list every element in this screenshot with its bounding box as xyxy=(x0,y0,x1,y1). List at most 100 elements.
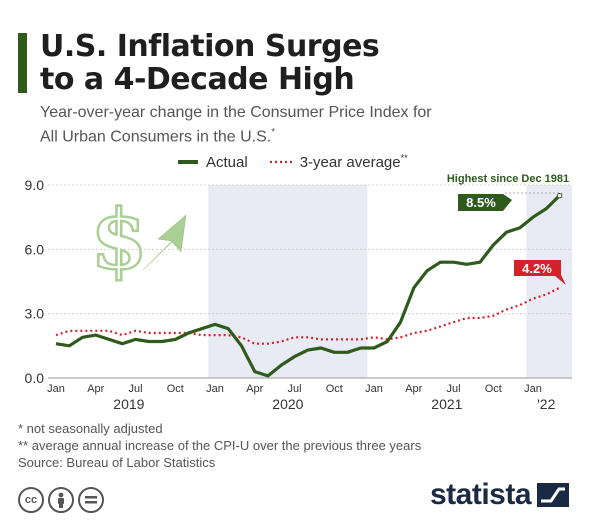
point-average xyxy=(267,342,269,344)
point-actual xyxy=(505,231,507,233)
point-actual xyxy=(439,261,441,263)
point-average xyxy=(95,330,97,332)
year-label: 2020 xyxy=(272,396,303,412)
x-tick-label: Oct xyxy=(167,383,184,395)
x-tick-label: Jan xyxy=(206,383,224,395)
legend-item-actual: Actual xyxy=(178,154,248,171)
x-tick-label: Jul xyxy=(128,383,142,395)
callout-actual: 8.5% xyxy=(458,194,512,211)
point-actual xyxy=(452,261,454,263)
x-tick-label: Jul xyxy=(287,383,301,395)
point-average xyxy=(148,332,150,334)
title-line-1: U.S. Inflation Surges xyxy=(40,29,380,64)
legend-item-average: 3-year average** xyxy=(269,153,408,171)
point-actual xyxy=(360,347,362,349)
point-actual xyxy=(134,338,136,340)
no-derivatives-icon[interactable] xyxy=(78,487,104,513)
legend-swatch-average xyxy=(269,160,292,164)
point-actual xyxy=(545,207,547,209)
point-actual xyxy=(373,347,375,349)
y-tick-label: 9.0 xyxy=(25,177,45,193)
year-label: 2019 xyxy=(113,396,144,412)
point-average xyxy=(532,297,534,299)
point-actual xyxy=(214,323,216,325)
legend-label-average: 3-year average** xyxy=(299,153,408,171)
x-tick-label: Jul xyxy=(446,383,460,395)
y-tick-label: 6.0 xyxy=(25,241,45,257)
gridlines xyxy=(48,184,572,379)
footnotes: * not seasonally adjusted ** average ann… xyxy=(18,420,421,471)
point-average xyxy=(545,293,547,295)
point-average xyxy=(187,332,189,334)
point-actual xyxy=(254,370,256,372)
callout-average-text: 4.2% xyxy=(522,261,552,276)
dollar-icon: $ xyxy=(89,191,149,290)
point-average xyxy=(479,317,481,319)
point-actual xyxy=(399,321,401,323)
x-tick-label: Jan xyxy=(524,383,542,395)
x-tick-label: Jan xyxy=(365,383,383,395)
source-note: Source: Bureau of Labor Statistics xyxy=(18,455,216,470)
attribution-icon[interactable] xyxy=(48,487,74,513)
line-chart: $ 0.0 3.0 6.0 9.0 Jan Apr Jul Oct Jan Apr Jul Oct J… xyxy=(25,173,572,412)
point-actual xyxy=(307,349,309,351)
point-average xyxy=(439,325,441,327)
point-average xyxy=(240,336,242,338)
point-actual xyxy=(346,351,348,353)
series-line-actual xyxy=(55,194,561,378)
point-actual xyxy=(479,261,481,263)
point-actual xyxy=(280,364,282,366)
point-average xyxy=(519,304,521,306)
point-average xyxy=(161,332,163,334)
point-average xyxy=(360,338,362,340)
point-actual xyxy=(293,355,295,357)
y-tick-label: 0.0 xyxy=(25,370,45,386)
point-average xyxy=(134,330,136,332)
x-axis-ticks: Jan Apr Jul Oct Jan Apr Jul Oct Jan Apr Jul Oct Jan xyxy=(47,383,542,395)
point-average xyxy=(399,336,401,338)
callout-average: 4.2% xyxy=(514,260,566,285)
subtitle-line-1: Year-over-year change in the Consumer Pr… xyxy=(40,104,432,121)
point-average xyxy=(201,334,203,336)
point-actual xyxy=(320,347,322,349)
point-average xyxy=(214,334,216,336)
point-actual xyxy=(68,345,70,347)
statista-logo-icon xyxy=(537,483,570,507)
point-actual xyxy=(492,244,494,246)
point-average xyxy=(307,336,309,338)
up-arrow-icon xyxy=(142,214,187,271)
point-actual xyxy=(174,338,176,340)
point-average xyxy=(68,330,70,332)
point-average xyxy=(280,340,282,342)
point-average xyxy=(293,336,295,338)
point-actual xyxy=(148,340,150,342)
point-average xyxy=(81,330,83,332)
point-average xyxy=(373,336,375,338)
point-actual xyxy=(108,338,110,340)
point-average xyxy=(320,338,322,340)
point-average xyxy=(492,315,494,317)
point-average xyxy=(333,338,335,340)
point-average xyxy=(558,287,560,289)
point-average xyxy=(108,330,110,332)
x-tick-label: Apr xyxy=(87,383,104,395)
x-tick-label: Oct xyxy=(326,383,343,395)
legend-label-actual: Actual xyxy=(206,153,248,171)
point-actual xyxy=(333,351,335,353)
subtitle-footnote-marker: * xyxy=(271,127,276,138)
svg-text:$: $ xyxy=(90,192,147,288)
point-actual xyxy=(81,336,83,338)
band-2022 xyxy=(526,185,572,378)
point-average xyxy=(55,334,57,336)
title-line-2: to a 4-Decade High xyxy=(40,62,355,97)
point-average xyxy=(346,338,348,340)
x-tick-label: Apr xyxy=(246,383,263,395)
license-icons: cc xyxy=(18,487,104,513)
chart-legend: Actual 3-year average** xyxy=(178,153,424,171)
point-actual xyxy=(240,345,242,347)
statista-logo[interactable]: statista xyxy=(430,478,570,512)
creative-commons-icon[interactable]: cc xyxy=(18,487,44,513)
y-tick-label: 3.0 xyxy=(25,306,45,322)
annotation-highest: Highest since Dec 1981 xyxy=(447,173,569,198)
point-actual xyxy=(413,287,415,289)
